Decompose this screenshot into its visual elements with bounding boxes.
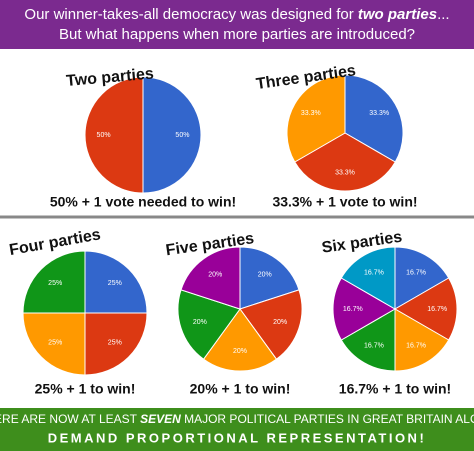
pie-slice	[394, 308, 450, 372]
slice-label: 25%	[48, 280, 62, 287]
header-line: Our winner-takes-all democracy was desig…	[24, 6, 449, 23]
slice-label: 16.7%	[427, 306, 447, 313]
slice-label: 20%	[273, 319, 287, 326]
pie-slice	[340, 246, 396, 310]
slice-label: 25%	[108, 280, 122, 287]
pie-slice	[286, 74, 346, 163]
slice-label: 33.3%	[369, 110, 389, 117]
footer-band	[0, 408, 474, 451]
slice-label: 20%	[258, 272, 272, 279]
header-band	[0, 0, 474, 49]
slice-label: 33.3%	[301, 110, 321, 117]
slice-label: 16.7%	[406, 269, 426, 276]
chart-annotation: 16.7% + 1 to win!	[339, 381, 451, 397]
pie-slice	[180, 246, 241, 310]
pie-slice	[202, 308, 278, 372]
slice-label: 20%	[193, 319, 207, 326]
header-line: But what happens when more parties are i…	[59, 26, 415, 43]
pie-slice	[84, 250, 148, 314]
pie-slice	[22, 312, 86, 376]
slice-label: 20%	[233, 348, 247, 355]
slice-label: 25%	[48, 340, 62, 347]
footer-emphasis: SEVEN	[140, 412, 181, 426]
pie-slice	[239, 289, 303, 360]
pie-slice	[142, 76, 202, 194]
slice-label: 16.7%	[406, 342, 426, 349]
pie-slice	[340, 308, 396, 372]
header-text: Our winner-takes-all democracy was desig…	[24, 6, 357, 23]
pie-slice	[393, 277, 458, 341]
slice-label: 16.7%	[364, 269, 384, 276]
slice-label: 25%	[108, 340, 122, 347]
footer-line: THERE ARE NOW AT LEAST SEVEN MAJOR POLIT…	[0, 412, 474, 426]
chart-annotation: 25% + 1 to win!	[35, 381, 136, 397]
pie-slice	[344, 74, 404, 163]
pie-slice	[394, 246, 450, 310]
pie-slice	[84, 312, 148, 376]
slice-label: 33.3%	[335, 169, 355, 176]
pie-slice	[177, 289, 241, 360]
footer-text: THERE ARE NOW AT LEAST	[0, 412, 140, 426]
footer-line: DEMAND PROPORTIONAL REPRESENTATION!	[48, 430, 427, 445]
pie-slice	[22, 250, 86, 314]
pie-slice	[84, 76, 144, 194]
header-text: ...	[437, 6, 450, 23]
slice-label: 20%	[208, 272, 222, 279]
chart-annotation: 50% + 1 vote needed to win!	[50, 194, 236, 210]
slice-label: 16.7%	[364, 342, 384, 349]
slice-label: 50%	[97, 132, 111, 139]
slice-label: 16.7%	[343, 306, 363, 313]
footer-text: MAJOR POLITICAL PARTIES IN GREAT BRITAIN…	[181, 412, 474, 426]
chart-annotation: 20% + 1 to win!	[190, 381, 291, 397]
chart-annotation: 33.3% + 1 vote to win!	[272, 194, 417, 210]
slice-label: 50%	[175, 132, 189, 139]
pie-slice	[332, 277, 397, 341]
pie-slice	[239, 246, 300, 310]
pie-slice	[294, 132, 396, 192]
header-emphasis: two parties	[358, 6, 437, 23]
